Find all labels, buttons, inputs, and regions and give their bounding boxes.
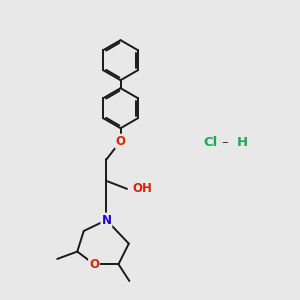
Text: N: N: [101, 214, 111, 226]
Text: OH: OH: [132, 182, 152, 195]
Text: O: O: [116, 135, 126, 148]
Text: –: –: [222, 136, 228, 149]
Text: O: O: [89, 258, 99, 271]
Text: Cl: Cl: [203, 136, 217, 149]
Text: H: H: [237, 136, 248, 149]
